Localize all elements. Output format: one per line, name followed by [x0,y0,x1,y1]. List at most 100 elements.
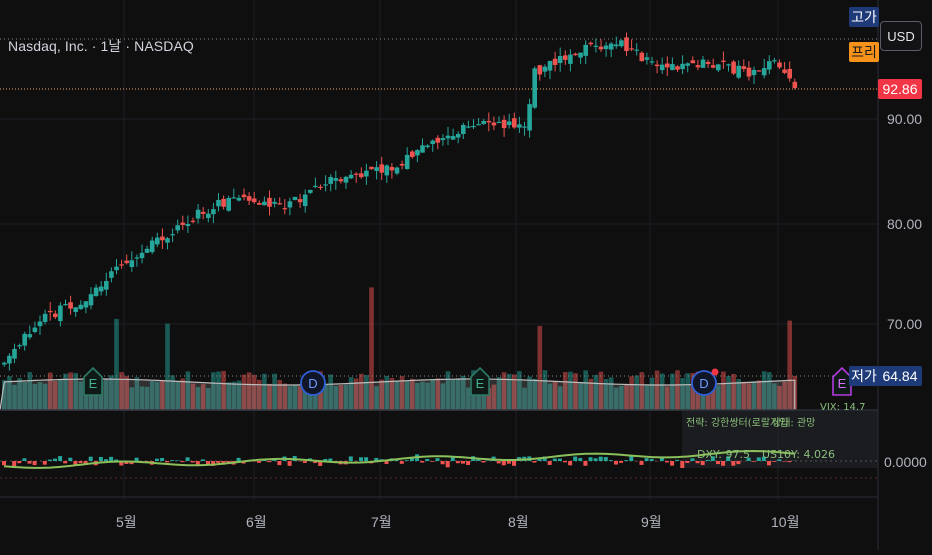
candle-body[interactable] [507,121,512,125]
candle-body[interactable] [721,61,726,62]
currency-button[interactable]: USD [880,21,922,51]
candle-body[interactable] [451,136,456,140]
candle-body[interactable] [155,238,160,245]
candle-body[interactable] [272,202,277,204]
symbol-title[interactable]: Nasdaq, Inc. · 1날 · NASDAQ [8,36,194,56]
candle-body[interactable] [543,67,548,72]
candle-body[interactable] [237,198,242,201]
candle-body[interactable] [130,260,135,267]
candle-body[interactable] [221,199,226,207]
candle-body[interactable] [736,66,741,78]
candle-body[interactable] [160,237,165,241]
candle-body[interactable] [680,64,685,69]
candle-body[interactable] [145,249,150,253]
candle-body[interactable] [318,187,323,188]
candle-body[interactable] [308,190,313,193]
candle-body[interactable] [232,197,237,198]
candle-body[interactable] [323,184,328,185]
candle-body[interactable] [757,70,762,71]
candle-body[interactable] [691,60,696,63]
candle-body[interactable] [405,155,410,169]
candle-body[interactable] [420,145,425,152]
candle-body[interactable] [466,126,471,127]
candle-body[interactable] [772,60,777,61]
candle-body[interactable] [650,61,655,62]
candle-body[interactable] [196,210,201,219]
candle-body[interactable] [293,197,298,200]
candle-body[interactable] [206,214,211,218]
candle-body[interactable] [262,202,267,206]
candle-body[interactable] [481,121,486,124]
candle-body[interactable] [170,234,175,235]
candle-body[interactable] [711,65,716,67]
candle-body[interactable] [359,173,364,177]
candle-body[interactable] [512,118,517,127]
candle-body[interactable] [762,68,767,75]
candle-body[interactable] [89,294,94,305]
candle-body[interactable] [369,167,374,169]
candle-body[interactable] [624,37,629,51]
candle-body[interactable] [313,186,318,187]
candle-body[interactable] [742,66,747,69]
candle-body[interactable] [548,61,553,71]
candle-body[interactable] [665,63,670,67]
dividend-marker[interactable]: D [301,371,325,395]
candle-body[interactable] [68,302,73,308]
candle-body[interactable] [476,124,481,125]
candle-body[interactable] [696,65,701,67]
candle-body[interactable] [84,301,89,307]
candle-body[interactable] [43,314,48,322]
candle-body[interactable] [379,164,384,172]
candle-body[interactable] [328,177,333,184]
candle-body[interactable] [731,62,736,74]
candle-body[interactable] [425,146,430,147]
candle-body[interactable] [487,121,492,122]
candle-body[interactable] [104,281,109,290]
candle-body[interactable] [140,253,145,258]
candle-body[interactable] [701,60,706,68]
candle-body[interactable] [522,126,527,127]
candle-body[interactable] [247,196,252,201]
candle-body[interactable] [257,203,262,205]
candle-body[interactable] [777,62,782,67]
candle-body[interactable] [277,203,282,204]
candle-body[interactable] [28,334,33,337]
candle-body[interactable] [175,225,180,230]
candle-body[interactable] [685,63,690,65]
candle-body[interactable] [2,363,7,365]
candle-body[interactable] [538,65,543,74]
candle-body[interactable] [48,311,53,312]
candle-body[interactable] [349,175,354,179]
candle-body[interactable] [497,122,502,123]
candle-body[interactable] [645,57,650,59]
candle-body[interactable] [670,64,675,70]
candle-body[interactable] [502,120,507,128]
candle-body[interactable] [94,288,99,296]
candle-body[interactable] [283,208,288,209]
candle-body[interactable] [706,62,711,64]
candle-body[interactable] [527,104,532,130]
candle-body[interactable] [216,200,221,206]
candle-body[interactable] [186,224,191,226]
candle-body[interactable] [456,134,461,138]
candle-body[interactable] [787,69,792,79]
candle-body[interactable] [614,44,619,46]
candle-body[interactable] [390,167,395,170]
candle-body[interactable] [583,45,588,56]
candle-body[interactable] [201,212,206,214]
candle-body[interactable] [400,164,405,166]
candle-body[interactable] [22,334,27,346]
candle-body[interactable] [441,138,446,140]
candle-body[interactable] [303,195,308,206]
candle-body[interactable] [38,322,43,327]
candle-body[interactable] [114,267,119,270]
candle-body[interactable] [181,223,186,225]
candle-body[interactable] [33,328,38,332]
candle-body[interactable] [109,271,114,278]
candle-body[interactable] [165,238,170,242]
candle-body[interactable] [517,124,522,127]
candle-body[interactable] [364,171,369,177]
candle-body[interactable] [7,356,12,364]
candle-body[interactable] [568,55,573,64]
